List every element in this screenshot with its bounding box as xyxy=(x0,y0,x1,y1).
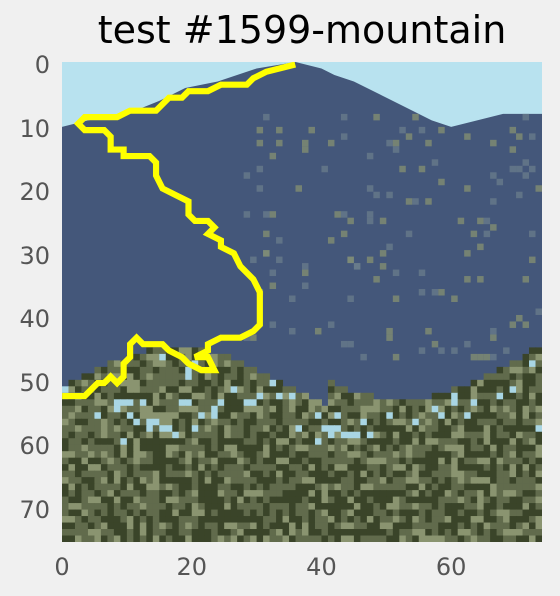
image-plot-area xyxy=(62,62,542,542)
y-tick-label: 20 xyxy=(19,178,50,207)
x-tick-label: 40 xyxy=(306,553,337,581)
y-tick-label: 60 xyxy=(19,432,50,461)
x-tick-label: 20 xyxy=(176,553,207,581)
y-tick-label: 40 xyxy=(19,305,50,334)
y-tick-label: 70 xyxy=(19,495,50,524)
mountain-texture xyxy=(243,113,542,361)
yellow-contour-overlay xyxy=(62,62,297,400)
vegetation-region xyxy=(62,347,542,542)
figure-title: test #1599-mountain xyxy=(97,8,507,52)
x-tick-label: 60 xyxy=(435,553,467,581)
y-tick-label: 10 xyxy=(19,114,50,143)
y-tick-label: 50 xyxy=(19,368,50,397)
y-tick-label: 30 xyxy=(19,241,50,270)
y-tick-label: 0 xyxy=(34,51,50,79)
mountain-image xyxy=(62,62,542,542)
x-tick-label: 0 xyxy=(54,553,70,581)
